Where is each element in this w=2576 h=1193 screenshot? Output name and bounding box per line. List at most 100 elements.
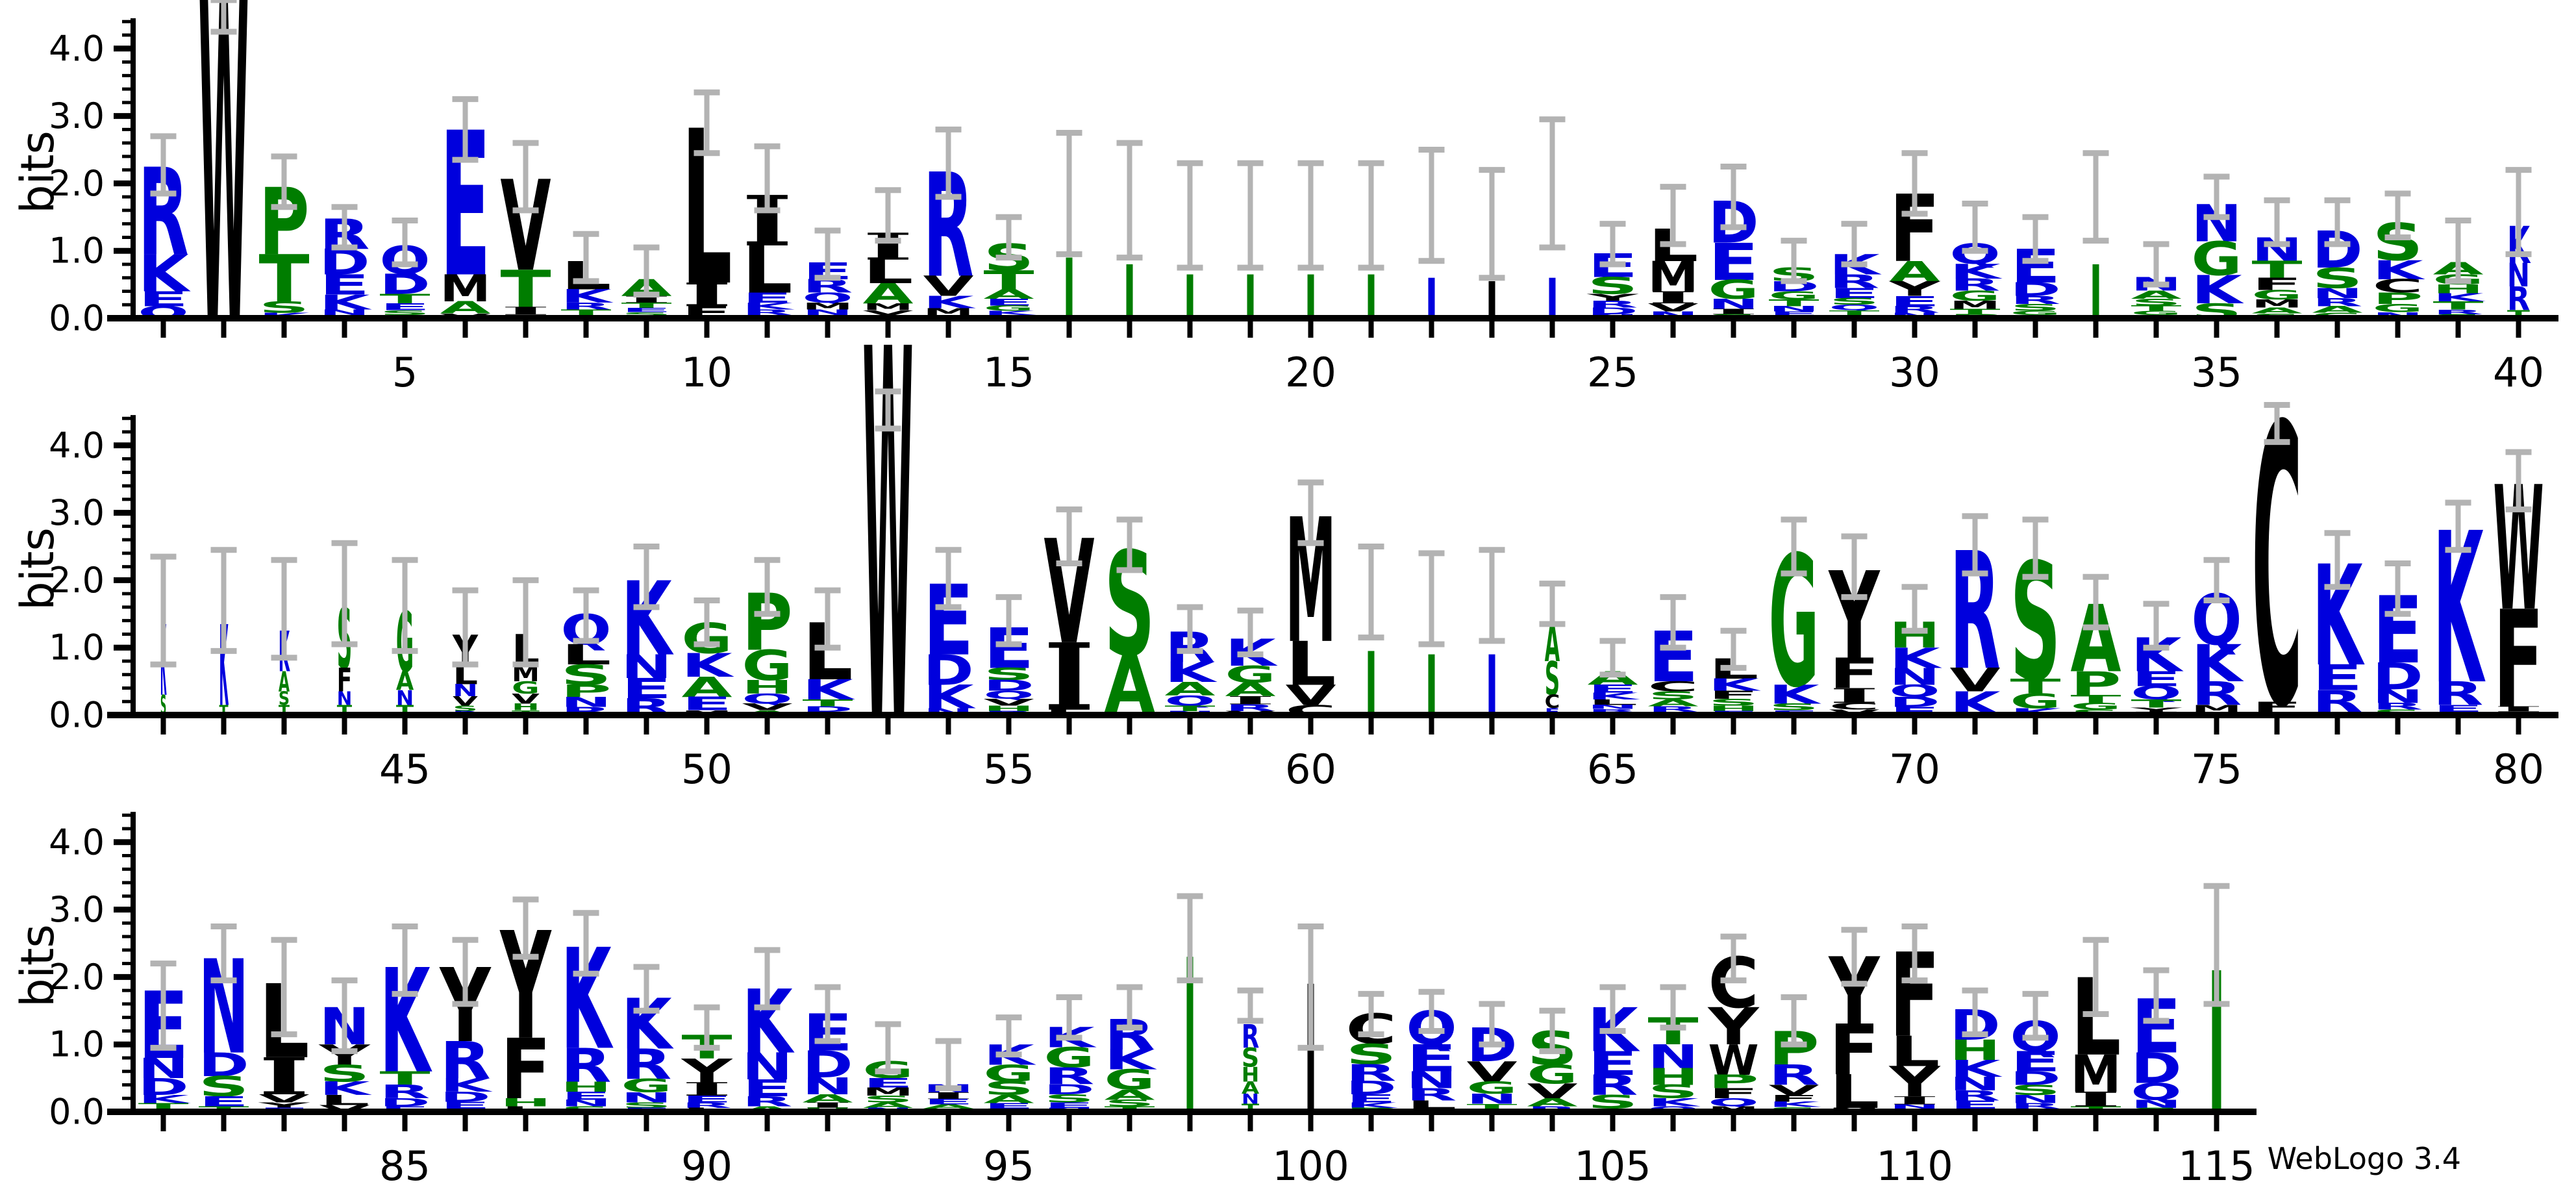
svg-text:E: E — [1406, 1038, 1457, 1081]
svg-text:H: H — [1647, 1064, 1698, 1090]
svg-text:N: N — [2372, 686, 2423, 707]
error-bars — [150, 388, 2532, 678]
svg-text:10: 10 — [681, 349, 732, 396]
svg-text:A: A — [983, 287, 1034, 302]
svg-text:S: S — [2010, 303, 2060, 313]
svg-text:50: 50 — [681, 746, 732, 793]
svg-text:T: T — [2070, 693, 2121, 706]
logo-row-2: KSKTKASTSFNTGANTYLNVSDLMGVHTQLSPNRKNERGK… — [11, 244, 2558, 836]
svg-text:A: A — [983, 1093, 1034, 1106]
svg-text:V: V — [923, 270, 974, 302]
svg-text:R: R — [560, 301, 611, 312]
svg-text:D: D — [379, 1096, 430, 1109]
svg-text:N: N — [1889, 1103, 1940, 1110]
svg-text:S: S — [2010, 1082, 2060, 1098]
svg-text:T: T — [1164, 704, 1215, 712]
svg-text:0.0: 0.0 — [49, 695, 105, 736]
svg-text:M: M — [2070, 1045, 2121, 1104]
svg-text:E: E — [560, 1090, 611, 1103]
svg-text:G: G — [2191, 232, 2242, 286]
svg-text:K: K — [2372, 255, 2425, 286]
svg-text:N: N — [337, 688, 352, 710]
svg-text:N: N — [742, 1046, 792, 1089]
svg-text:D: D — [1345, 1077, 1396, 1098]
svg-text:I: I — [258, 1048, 309, 1107]
svg-text:A: A — [2312, 305, 2363, 315]
svg-text:T: T — [1829, 309, 1879, 317]
svg-text:A: A — [1545, 614, 1560, 673]
svg-text:4.0: 4.0 — [49, 822, 105, 862]
svg-text:E: E — [2432, 703, 2483, 714]
svg-text:R: R — [560, 1039, 611, 1093]
svg-text:2.0: 2.0 — [49, 957, 105, 998]
svg-text:K: K — [1104, 1044, 1157, 1075]
svg-text:R: R — [1768, 1059, 1819, 1091]
svg-text:20: 20 — [1285, 349, 1336, 396]
svg-text:M: M — [2191, 703, 2242, 714]
svg-text:A: A — [1647, 698, 1699, 709]
svg-text:G: G — [1768, 290, 1819, 303]
logo-row-3: ENDKTSNDSETLIVYENYSKLVKTRDEYRKDESYFHLKRH… — [11, 812, 2257, 1190]
svg-text:K: K — [742, 301, 795, 312]
svg-text:G: G — [2372, 302, 2423, 315]
svg-text:K: K — [2191, 268, 2244, 313]
svg-text:V: V — [258, 1092, 310, 1105]
svg-text:E: E — [681, 693, 732, 714]
svg-text:A: A — [279, 666, 290, 698]
svg-text:G: G — [1527, 1059, 1577, 1090]
svg-text:S: S — [1647, 1081, 1698, 1103]
svg-text:S: S — [1345, 1038, 1396, 1070]
axes: 0.0 1.0 2.0 3.0 4.0 bits 85 90 95 100 105 110 115 — [11, 812, 2257, 1190]
svg-text:Q: Q — [2131, 1079, 2181, 1105]
svg-text:S: S — [279, 688, 290, 710]
svg-text:T: T — [500, 260, 551, 319]
svg-text:25: 25 — [1587, 349, 1638, 396]
svg-text:D: D — [2372, 656, 2423, 699]
svg-text:P: P — [2372, 290, 2423, 308]
svg-text:R: R — [1949, 1088, 2000, 1104]
svg-text:T: T — [2131, 304, 2181, 312]
svg-text:110: 110 — [1876, 1142, 1953, 1190]
svg-text:T: T — [1949, 307, 2000, 316]
svg-text:A: A — [802, 1092, 853, 1105]
svg-text:F: F — [500, 1022, 551, 1118]
svg-text:A: A — [2131, 289, 2182, 302]
svg-text:R: R — [1044, 1063, 1094, 1090]
svg-text:H: H — [560, 1079, 611, 1095]
svg-text:K: K — [1164, 657, 1218, 688]
svg-text:N: N — [2010, 1093, 2060, 1106]
svg-text:V: V — [983, 697, 1034, 708]
svg-text:40: 40 — [2493, 349, 2544, 396]
svg-text:A: A — [1242, 1079, 1260, 1098]
svg-text:45: 45 — [379, 746, 431, 793]
svg-text:G: G — [2070, 701, 2121, 712]
svg-text:N: N — [453, 681, 478, 700]
svg-text:N: N — [1466, 1091, 1517, 1107]
svg-text:S: S — [1044, 1092, 1094, 1105]
svg-text:V: V — [512, 691, 540, 707]
svg-text:K: K — [1889, 642, 1942, 674]
svg-text:L: L — [742, 233, 792, 308]
svg-text:100: 100 — [1272, 1142, 1349, 1190]
svg-text:E: E — [1345, 1092, 1396, 1105]
svg-text:Q: Q — [742, 691, 792, 707]
svg-text:E: E — [923, 1098, 973, 1106]
svg-text:A: A — [396, 666, 414, 697]
svg-text:T: T — [802, 698, 853, 709]
svg-text:T: T — [560, 308, 611, 316]
svg-text:bits: bits — [11, 924, 64, 1007]
svg-text:S: S — [1829, 296, 1879, 307]
svg-text:N: N — [138, 1053, 188, 1085]
svg-text:V: V — [862, 309, 913, 317]
svg-text:P: P — [560, 681, 611, 701]
svg-text:M: M — [2251, 297, 2302, 310]
svg-text:S: S — [983, 664, 1034, 684]
svg-text:N: N — [2312, 285, 2362, 301]
svg-text:A: A — [1527, 1096, 1578, 1109]
svg-text:N: N — [396, 686, 414, 710]
svg-text:R: R — [440, 1031, 490, 1090]
svg-text:E: E — [2131, 668, 2181, 691]
svg-text:R: R — [2372, 701, 2423, 712]
svg-text:N: N — [802, 1074, 853, 1100]
svg-text:S: S — [2131, 297, 2181, 307]
